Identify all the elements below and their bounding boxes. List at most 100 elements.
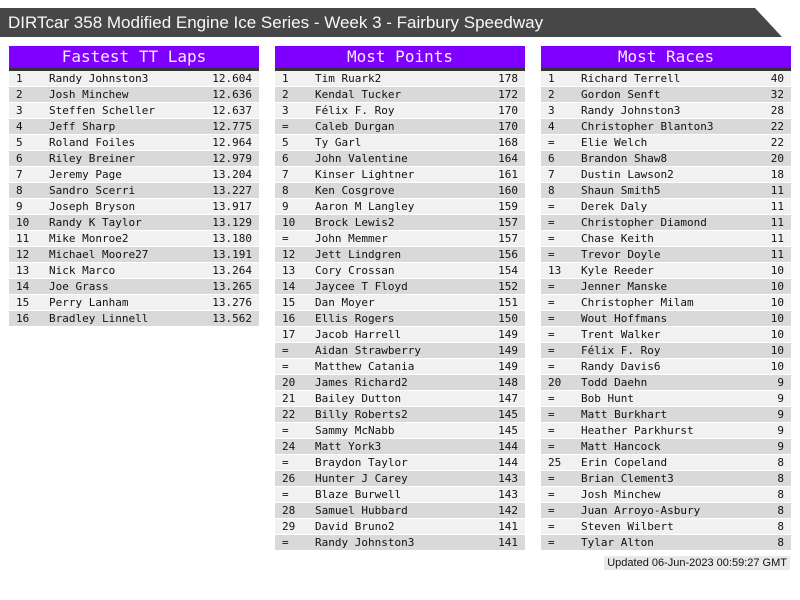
- table-row: = Matthew Catania 149: [275, 359, 525, 375]
- table-row: = Elie Welch 22: [541, 135, 791, 151]
- table-row: 28 Samuel Hubbard 142: [275, 503, 525, 519]
- value-cell: 8: [777, 472, 784, 485]
- driver-name-cell: Braydon Taylor: [315, 456, 408, 469]
- rank-cell: 12: [16, 248, 30, 261]
- rank-cell: 3: [282, 104, 289, 117]
- rank-cell: =: [282, 232, 289, 245]
- rank-cell: 29: [282, 520, 296, 533]
- table-row: = Randy Davis6 10: [541, 359, 791, 375]
- rank-cell: =: [282, 344, 289, 357]
- driver-name-cell: Matt York3: [315, 440, 382, 453]
- table-row: = Trent Walker 10: [541, 327, 791, 343]
- rank-cell: =: [548, 328, 555, 341]
- rank-cell: =: [548, 280, 555, 293]
- value-cell: 157: [498, 216, 518, 229]
- driver-name-cell: Erin Copeland: [581, 456, 668, 469]
- table-row: 25 Erin Copeland 8: [541, 455, 791, 471]
- table-row: 11 Mike Monroe2 13.180: [9, 231, 259, 247]
- value-cell: 161: [498, 168, 518, 181]
- driver-name-cell: Brandon Shaw8: [581, 152, 668, 165]
- driver-name-cell: Chase Keith: [581, 232, 654, 245]
- board-rows: 1 Richard Terrell 40 2 Gordon Senft 32 3 Randy …: [541, 71, 791, 551]
- rank-cell: 13: [548, 264, 562, 277]
- value-cell: 172: [498, 88, 518, 101]
- value-cell: 149: [498, 328, 518, 341]
- driver-name-cell: Sandro Scerri: [49, 184, 136, 197]
- rank-cell: 1: [282, 72, 289, 85]
- table-row: 20 Todd Daehn 9: [541, 375, 791, 391]
- table-row: = Brian Clement3 8: [541, 471, 791, 487]
- value-cell: 28: [770, 104, 784, 117]
- table-row: 6 John Valentine 164: [275, 151, 525, 167]
- value-cell: 141: [498, 520, 518, 533]
- driver-name-cell: Matt Burkhart: [581, 408, 668, 421]
- rank-cell: 7: [282, 168, 289, 181]
- table-row: 10 Randy K Taylor 13.129: [9, 215, 259, 231]
- driver-name-cell: Gordon Senft: [581, 88, 661, 101]
- driver-name-cell: David Bruno2: [315, 520, 395, 533]
- table-row: = Braydon Taylor 144: [275, 455, 525, 471]
- table-row: 13 Kyle Reeder 10: [541, 263, 791, 279]
- rank-cell: 16: [16, 312, 30, 325]
- rank-cell: =: [548, 200, 555, 213]
- table-row: = Randy Johnston3 141: [275, 535, 525, 551]
- table-row: = Wout Hoffmans 10: [541, 311, 791, 327]
- value-cell: 12.964: [212, 136, 252, 149]
- rank-cell: =: [282, 360, 289, 373]
- driver-name-cell: Juan Arroyo-Asbury: [581, 504, 701, 517]
- table-row: 9 Aaron M Langley 159: [275, 199, 525, 215]
- driver-name-cell: Steffen Scheller: [49, 104, 155, 117]
- value-cell: 8: [777, 504, 784, 517]
- rank-cell: =: [548, 248, 555, 261]
- rank-cell: 6: [16, 152, 23, 165]
- driver-name-cell: Cory Crossan: [315, 264, 395, 277]
- table-row: 4 Jeff Sharp 12.775: [9, 119, 259, 135]
- table-row: = Sammy McNabb 145: [275, 423, 525, 439]
- rank-cell: =: [548, 536, 555, 549]
- table-row: 6 Riley Breiner 12.979: [9, 151, 259, 167]
- driver-name-cell: Jett Lindgren: [315, 248, 402, 261]
- driver-name-cell: Ken Cosgrove: [315, 184, 395, 197]
- value-cell: 13.265: [212, 280, 252, 293]
- value-cell: 12.636: [212, 88, 252, 101]
- driver-name-cell: Joseph Bryson: [49, 200, 136, 213]
- board-fastest-tt-laps: Fastest TT Laps 1 Randy Johnston3 12.604 2 J…: [9, 46, 259, 551]
- rank-cell: 14: [16, 280, 30, 293]
- board-title-fastest-tt-laps: Fastest TT Laps: [9, 46, 259, 71]
- table-row: 20 James Richard2 148: [275, 375, 525, 391]
- rank-cell: =: [548, 472, 555, 485]
- value-cell: 143: [498, 472, 518, 485]
- driver-name-cell: Jenner Manske: [581, 280, 668, 293]
- driver-name-cell: Dustin Lawson2: [581, 168, 674, 181]
- table-row: = Caleb Durgan 170: [275, 119, 525, 135]
- value-cell: 10: [770, 328, 784, 341]
- value-cell: 150: [498, 312, 518, 325]
- value-cell: 8: [777, 520, 784, 533]
- table-row: 17 Jacob Harrell 149: [275, 327, 525, 343]
- driver-name-cell: Wout Hoffmans: [581, 312, 668, 325]
- value-cell: 9: [777, 424, 784, 437]
- table-row: = Aidan Strawberry 149: [275, 343, 525, 359]
- value-cell: 10: [770, 360, 784, 373]
- table-row: 5 Ty Garl 168: [275, 135, 525, 151]
- driver-name-cell: Hunter J Carey: [315, 472, 408, 485]
- driver-name-cell: Randy K Taylor: [49, 216, 142, 229]
- driver-name-cell: Kendal Tucker: [315, 88, 402, 101]
- value-cell: 149: [498, 360, 518, 373]
- rank-cell: 26: [282, 472, 296, 485]
- table-row: = Trevor Doyle 11: [541, 247, 791, 263]
- rank-cell: 12: [282, 248, 296, 261]
- table-row: 13 Nick Marco 13.264: [9, 263, 259, 279]
- value-cell: 13.180: [212, 232, 252, 245]
- table-row: 24 Matt York3 144: [275, 439, 525, 455]
- value-cell: 142: [498, 504, 518, 517]
- table-row: 3 Félix F. Roy 170: [275, 103, 525, 119]
- table-row: 13 Cory Crossan 154: [275, 263, 525, 279]
- table-row: = Jenner Manske 10: [541, 279, 791, 295]
- driver-name-cell: Elie Welch: [581, 136, 648, 149]
- table-row: 1 Tim Ruark2 178: [275, 71, 525, 87]
- value-cell: 13.276: [212, 296, 252, 309]
- value-cell: 10: [770, 296, 784, 309]
- driver-name-cell: Blaze Burwell: [315, 488, 402, 501]
- driver-name-cell: Richard Terrell: [581, 72, 681, 85]
